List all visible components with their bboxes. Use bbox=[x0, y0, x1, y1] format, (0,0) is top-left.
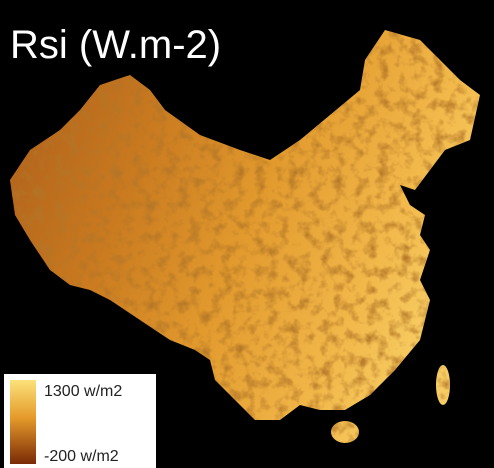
legend: 1300 w/m2 -200 w/m2 bbox=[4, 374, 156, 468]
legend-colorbar bbox=[10, 380, 36, 464]
map: Rsi (W.m-2) 1300 w/m2 -200 w/m2 bbox=[0, 0, 494, 468]
map-title: Rsi (W.m-2) bbox=[10, 23, 221, 67]
legend-max-label: 1300 w/m2 bbox=[44, 383, 122, 400]
legend-min-label: -200 w/m2 bbox=[44, 448, 119, 465]
page: {"title": "Rsi (W.m-2)", "legend": {"max… bbox=[0, 0, 494, 468]
